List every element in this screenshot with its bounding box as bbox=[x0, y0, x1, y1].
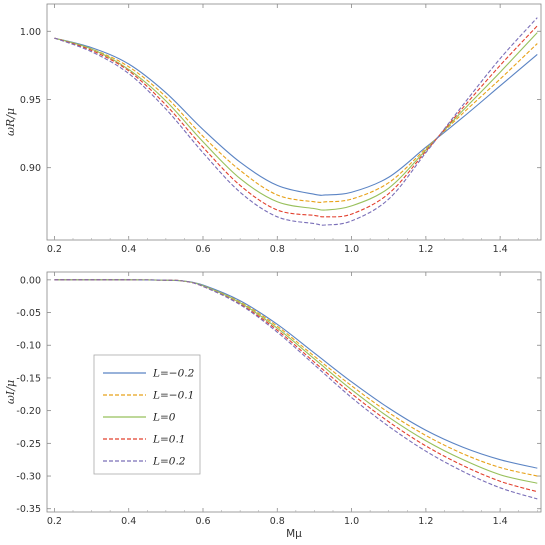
legend-label: L=0.2 bbox=[152, 456, 186, 468]
top-series-line-1 bbox=[54, 37, 538, 203]
bottom-x-tick-label: 1.2 bbox=[418, 516, 433, 527]
bottom-y-tick-label: -0.10 bbox=[16, 341, 41, 352]
bottom-axis-ticks: 0.2 0.4 0.6 0.8 1.0 1.2 1.4 0.00 -0.05 -0.10 -0.15… bbox=[16, 272, 541, 527]
top-x-tick-label: 0.4 bbox=[121, 244, 136, 255]
top-plot-frame bbox=[46, 3, 542, 241]
bottom-series-line-4 bbox=[54, 279, 538, 500]
top-x-tick-label: 0.8 bbox=[270, 244, 285, 255]
bottom-series-lines bbox=[54, 279, 538, 500]
x-axis-label: Mμ bbox=[286, 528, 302, 540]
top-x-tick-label: 1.0 bbox=[344, 244, 359, 255]
bottom-y-tick-label: -0.30 bbox=[16, 472, 41, 483]
legend-label: L=0 bbox=[152, 412, 176, 424]
top-plot-panel: 0.2 0.4 0.6 0.8 1.0 1.2 1.4 0.90 0.95 1.00 ωR/μ bbox=[4, 3, 542, 255]
top-x-tick-label: 1.2 bbox=[418, 244, 433, 255]
bottom-x-tick-label: 0.4 bbox=[121, 516, 136, 527]
top-series-line-0 bbox=[54, 37, 538, 196]
top-x-tick-label: 1.4 bbox=[493, 244, 508, 255]
bottom-y-tick-label: 0.00 bbox=[20, 275, 41, 286]
bottom-y-axis-label: ωI/μ bbox=[4, 380, 17, 404]
top-series-line-2 bbox=[54, 32, 538, 211]
chart-legend: L=−0.2 L=−0.1 L=0 L=0.1 L=0.2 bbox=[93, 354, 201, 475]
legend-label: L=−0.2 bbox=[152, 368, 195, 380]
bottom-y-tick-label: -0.15 bbox=[16, 373, 41, 384]
top-y-tick-label: 0.90 bbox=[20, 163, 41, 174]
top-x-tick-label: 0.6 bbox=[195, 244, 210, 255]
top-y-axis-label: ωR/μ bbox=[4, 108, 17, 136]
bottom-y-tick-label: -0.25 bbox=[16, 439, 41, 450]
bottom-x-tick-label: 1.0 bbox=[344, 516, 359, 527]
bottom-y-tick-label: -0.35 bbox=[16, 504, 41, 515]
bottom-plot-panel: 0.2 0.4 0.6 0.8 1.0 1.2 1.4 0.00 -0.05 -0.10 -0.15… bbox=[4, 271, 542, 540]
bottom-y-tick-label: -0.20 bbox=[16, 406, 41, 417]
legend-frame bbox=[93, 354, 201, 475]
bottom-plot-frame bbox=[46, 271, 542, 513]
bottom-x-tick-label: 0.8 bbox=[270, 516, 285, 527]
top-axis-ticks: 0.2 0.4 0.6 0.8 1.0 1.2 1.4 0.90 0.95 1.00 bbox=[20, 4, 541, 255]
bottom-x-tick-label: 1.4 bbox=[493, 516, 508, 527]
top-y-tick-label: 1.00 bbox=[20, 27, 41, 38]
bottom-x-tick-label: 0.6 bbox=[195, 516, 210, 527]
top-series-lines bbox=[54, 17, 538, 226]
legend-label: L=0.1 bbox=[152, 434, 185, 446]
top-series-line-3 bbox=[54, 25, 538, 218]
legend-label: L=−0.1 bbox=[152, 390, 194, 402]
top-x-tick-label: 0.2 bbox=[47, 244, 62, 255]
bottom-x-tick-label: 0.2 bbox=[47, 516, 62, 527]
bottom-y-tick-label: -0.05 bbox=[16, 308, 41, 319]
top-series-line-4 bbox=[54, 17, 538, 226]
top-y-tick-label: 0.95 bbox=[20, 95, 41, 106]
